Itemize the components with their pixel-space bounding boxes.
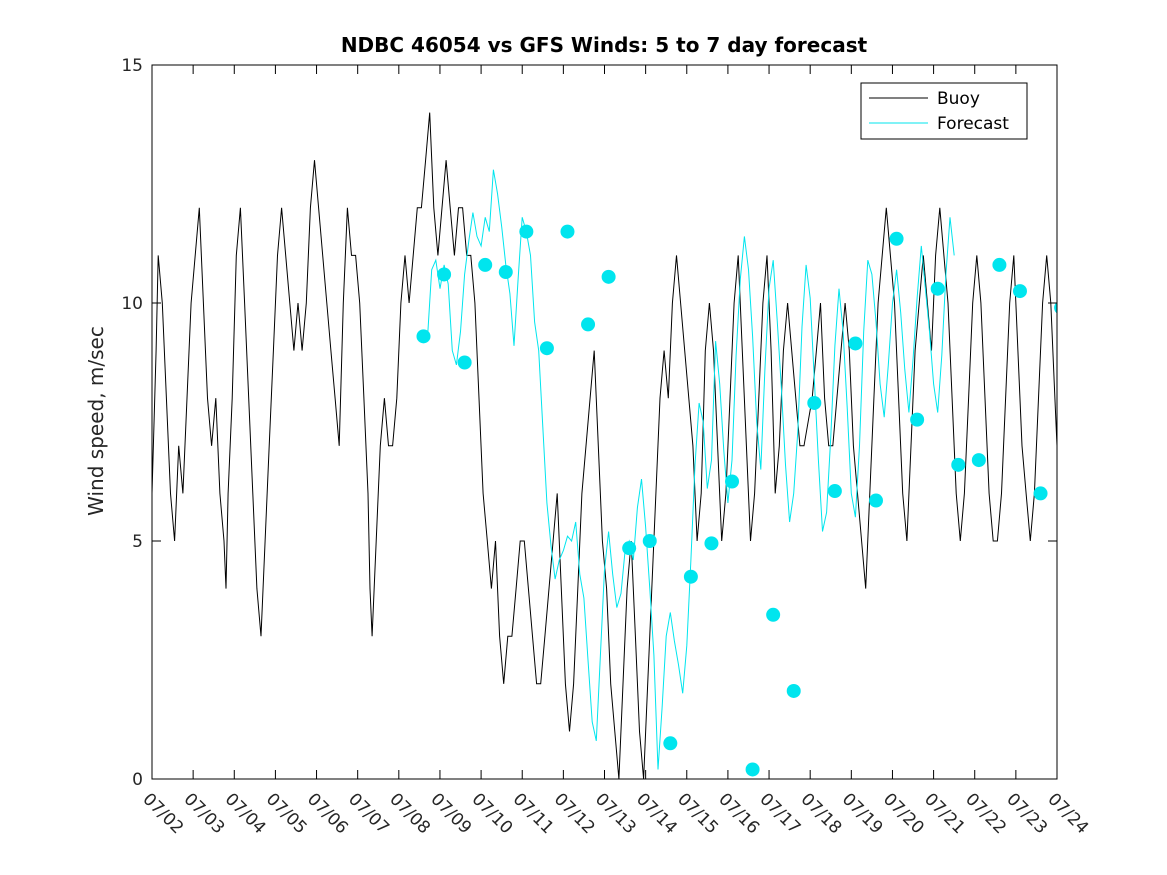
x-tick-label: 07/02 — [138, 789, 187, 838]
y-tick-label: 0 — [132, 770, 143, 790]
forecast-marker — [519, 224, 534, 239]
x-tick-label: 07/22 — [961, 789, 1010, 838]
forecast-marker — [827, 484, 842, 499]
x-tick-label: 07/03 — [180, 789, 229, 838]
forecast-marker — [1054, 302, 1057, 314]
chart-title: NDBC 46054 vs GFS Winds: 5 to 7 day fore… — [341, 33, 868, 57]
x-tick-label: 07/12 — [550, 789, 599, 838]
forecast-marker — [930, 281, 945, 296]
forecast-marker — [745, 762, 760, 777]
x-tick-label: 07/13 — [591, 789, 640, 838]
forecast-marker — [416, 329, 431, 344]
buoy-series-line — [152, 112, 1057, 779]
forecast-marker — [786, 683, 801, 698]
forecast-series-line — [427, 169, 955, 770]
y-tick-label: 15 — [121, 56, 143, 76]
forecast-marker — [725, 474, 740, 489]
x-tick-label: 07/16 — [714, 789, 763, 838]
x-tick-label: 07/17 — [756, 789, 805, 838]
forecast-marker — [889, 231, 904, 246]
x-tick-label: 07/15 — [673, 789, 722, 838]
legend-box — [860, 82, 1028, 140]
forecast-marker — [910, 412, 925, 427]
forecast-marker — [704, 536, 719, 551]
x-tick-label: 07/14 — [632, 789, 681, 838]
legend-label-forecast: Forecast — [937, 114, 1009, 134]
forecast-marker — [807, 395, 822, 410]
legend-label-buoy: Buoy — [937, 89, 980, 109]
y-axis: 0 5 10 15 — [121, 56, 1057, 790]
x-tick-label: 07/05 — [262, 789, 311, 838]
forecast-marker — [498, 265, 513, 280]
y-tick-label: 5 — [132, 532, 143, 552]
x-tick-label: 07/07 — [344, 789, 393, 838]
forecast-marker — [683, 569, 698, 584]
forecast-marker — [457, 355, 472, 370]
forecast-marker — [663, 736, 678, 751]
x-tick-label: 07/04 — [221, 789, 270, 838]
forecast-marker — [971, 453, 986, 468]
x-axis: 07/0207/0307/0407/0507/0607/0707/0807/09… — [138, 65, 1092, 838]
x-tick-label: 07/11 — [509, 789, 558, 838]
x-tick-label: 07/21 — [920, 789, 969, 838]
forecast-marker — [766, 607, 781, 622]
forecast-marker — [1012, 284, 1027, 299]
forecast-marker — [539, 341, 554, 356]
forecast-marker — [848, 336, 863, 351]
forecast-marker — [992, 257, 1007, 272]
series-layer — [152, 112, 1089, 779]
forecast-marker — [1033, 486, 1048, 501]
legend: Buoy Forecast — [860, 82, 1028, 140]
forecast-marker — [951, 457, 966, 472]
x-tick-label: 07/09 — [426, 789, 475, 838]
forecast-marker — [437, 267, 452, 282]
forecast-marker — [560, 224, 575, 239]
x-tick-label: 07/06 — [303, 789, 352, 838]
forecast-marker — [642, 534, 657, 548]
x-tick-label: 07/19 — [838, 789, 887, 838]
forecast-marker — [622, 541, 637, 556]
x-tick-label: 07/24 — [1043, 789, 1092, 838]
forecast-marker — [1075, 398, 1089, 412]
y-tick-label: 10 — [121, 294, 143, 314]
forecast-marker — [478, 257, 493, 272]
x-tick-label: 07/20 — [879, 789, 928, 838]
forecast-marker — [581, 317, 596, 332]
x-tick-label: 07/23 — [1002, 789, 1051, 838]
x-tick-label: 07/18 — [797, 789, 846, 838]
forecast-marker — [601, 269, 616, 284]
x-tick-label: 07/08 — [385, 789, 434, 838]
forecast-marker — [869, 493, 883, 508]
x-tick-label: 07/10 — [468, 789, 517, 838]
y-axis-label: Wind speed, m/sec — [84, 326, 108, 516]
